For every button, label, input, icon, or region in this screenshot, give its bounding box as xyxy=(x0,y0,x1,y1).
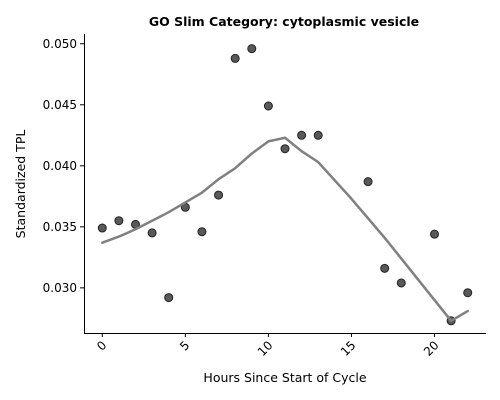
data-point xyxy=(463,288,473,298)
data-point xyxy=(396,278,406,288)
plot-marks xyxy=(97,44,473,326)
x-tick-label: 15 xyxy=(338,338,359,359)
x-tick-label: 5 xyxy=(177,338,192,353)
data-point xyxy=(230,53,240,63)
data-point xyxy=(297,130,307,140)
y-tick-label: 0.030 xyxy=(43,281,77,295)
y-axis-ticks: 0.030 0.035 0.040 0.045 0.050 xyxy=(43,37,84,295)
y-axis-label: Standardized TPL xyxy=(13,130,28,239)
y-tick-label: 0.035 xyxy=(43,220,77,234)
data-point xyxy=(147,228,157,238)
x-tick-label: 0 xyxy=(94,338,109,353)
trend-line xyxy=(101,136,469,323)
data-point xyxy=(214,190,224,200)
data-point xyxy=(280,144,290,154)
chart-title: GO Slim Category: cytoplasmic vesicle xyxy=(149,14,419,29)
x-axis-ticks: 0 5 10 15 20 xyxy=(94,333,442,359)
data-point xyxy=(380,263,390,273)
data-point xyxy=(430,229,439,239)
data-point xyxy=(97,223,107,233)
data-point xyxy=(263,101,273,111)
data-point xyxy=(197,227,207,237)
y-tick-label: 0.050 xyxy=(43,37,77,51)
data-point xyxy=(313,130,323,140)
data-point xyxy=(164,293,174,303)
y-tick-label: 0.040 xyxy=(43,159,77,173)
data-point xyxy=(363,177,373,187)
data-point xyxy=(114,216,124,226)
data-point xyxy=(247,44,257,54)
y-tick-label: 0.045 xyxy=(43,98,77,112)
x-axis-label: Hours Since Start of Cycle xyxy=(203,370,366,385)
x-tick-label: 20 xyxy=(421,338,442,359)
x-tick-label: 10 xyxy=(255,338,276,359)
